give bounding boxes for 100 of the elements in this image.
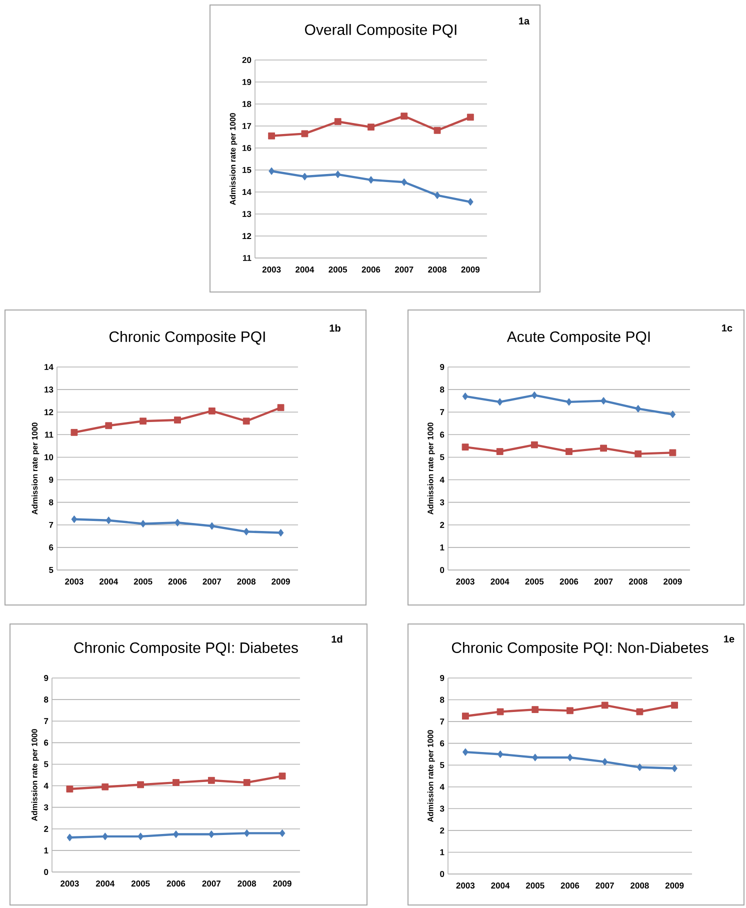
y-tick-label: 6: [440, 432, 444, 438]
point: [496, 708, 504, 716]
x-tick-label: 2003: [65, 578, 84, 585]
x-tick-label: 2009: [664, 578, 682, 585]
y-axis-title: Admission rate per 1000: [31, 729, 39, 822]
point: [671, 702, 678, 709]
y-tick-label: 0: [440, 870, 444, 877]
point: [462, 712, 469, 720]
x-tick-label: 2007: [202, 880, 221, 887]
y-tick-label: 2: [440, 522, 444, 528]
x-tick-label: 2006: [560, 578, 578, 585]
point: [102, 783, 109, 790]
point: [208, 408, 216, 414]
x-tick-label: 2008: [630, 882, 649, 889]
x-tick-label: 2008: [628, 578, 648, 585]
y-tick-label: 7: [44, 718, 48, 724]
point: [173, 830, 179, 838]
y-tick-label: 14: [242, 189, 252, 195]
x-tick-label: 2006: [560, 882, 580, 889]
point: [462, 444, 469, 451]
y-tick-label: 4: [44, 782, 48, 789]
point: [467, 198, 474, 206]
y-tick-label: 17: [242, 123, 252, 129]
chart-title: Overall Composite PQI: [305, 24, 456, 38]
point: [140, 418, 147, 425]
point: [672, 764, 678, 772]
y-tick-label: 8: [49, 499, 54, 506]
point: [400, 112, 408, 120]
y-tick-label: 16: [242, 145, 252, 152]
y-tick-label: 5: [440, 454, 444, 460]
y-tick-label: 0: [440, 566, 444, 573]
y-tick-label: 4: [440, 784, 444, 790]
point: [174, 518, 180, 526]
y-tick-label: 8: [44, 696, 48, 703]
point: [496, 448, 504, 456]
x-tick-label: 2008: [237, 578, 256, 585]
y-tick-label: 9: [440, 364, 444, 370]
point: [243, 779, 250, 786]
x-tick-label: 2003: [456, 578, 474, 585]
point: [105, 422, 112, 430]
y-tick-label: 6: [44, 740, 48, 746]
point: [278, 528, 284, 537]
y-tick-label: 13: [242, 210, 252, 218]
point: [567, 754, 573, 762]
x-tick-label: 2009: [461, 266, 480, 273]
y-tick-label: 18: [242, 101, 252, 108]
y-tick-label: 5: [440, 762, 444, 768]
point: [242, 418, 250, 425]
point: [244, 829, 250, 838]
point: [140, 520, 146, 528]
y-tick-label: 8: [440, 696, 444, 703]
x-tick-label: 2004: [296, 266, 314, 273]
point: [466, 114, 474, 121]
point: [302, 172, 308, 180]
chart-title: Chronic Composite PQI: Non-Diabetes: [452, 642, 708, 656]
x-tick-label: 2005: [526, 882, 544, 889]
x-tick-label: 2008: [428, 266, 446, 273]
x-tick-label: 2009: [665, 882, 684, 889]
y-tick-label: 15: [242, 167, 252, 173]
point: [137, 781, 144, 788]
point: [102, 832, 108, 840]
point: [669, 449, 676, 456]
x-tick-label: 2007: [596, 882, 614, 889]
x-tick-label: 2007: [594, 578, 613, 585]
y-tick-label: 6: [440, 740, 444, 746]
y-tick-label: 11: [243, 255, 252, 261]
y-tick-label: 1: [440, 849, 444, 856]
x-tick-label: 2007: [202, 578, 222, 585]
point: [138, 832, 144, 840]
x-tick-label: 2003: [60, 880, 79, 887]
y-tick-label: 0: [44, 868, 48, 875]
y-axis-title: Admission rate per 1000: [427, 730, 435, 822]
point: [334, 118, 342, 126]
y-tick-label: 1: [440, 544, 444, 550]
point: [208, 522, 215, 530]
point: [532, 754, 538, 762]
point: [278, 772, 286, 780]
point: [636, 708, 644, 716]
y-tick-label: 8: [440, 386, 444, 393]
point: [530, 441, 538, 448]
y-tick-label: 11: [45, 432, 54, 438]
text: 1b: [330, 324, 340, 332]
y-tick-label: 14: [44, 364, 54, 370]
x-tick-label: 2004: [491, 882, 510, 889]
point: [496, 398, 503, 406]
chart-title: Chronic Composite PQI: [109, 331, 265, 345]
x-tick-label: 2006: [166, 880, 186, 887]
point: [334, 170, 341, 178]
point: [532, 706, 539, 714]
point: [401, 178, 408, 186]
point: [634, 450, 642, 458]
point: [208, 830, 214, 838]
y-tick-label: 7: [440, 409, 444, 416]
point: [268, 167, 275, 175]
y-axis-title: Admission rate per 1000: [32, 422, 40, 515]
point: [174, 416, 181, 424]
y-tick-label: 4: [440, 476, 444, 483]
x-tick-label: 2003: [456, 882, 475, 889]
y-tick-label: 20: [242, 57, 252, 64]
y-tick-label: 12: [44, 409, 54, 416]
